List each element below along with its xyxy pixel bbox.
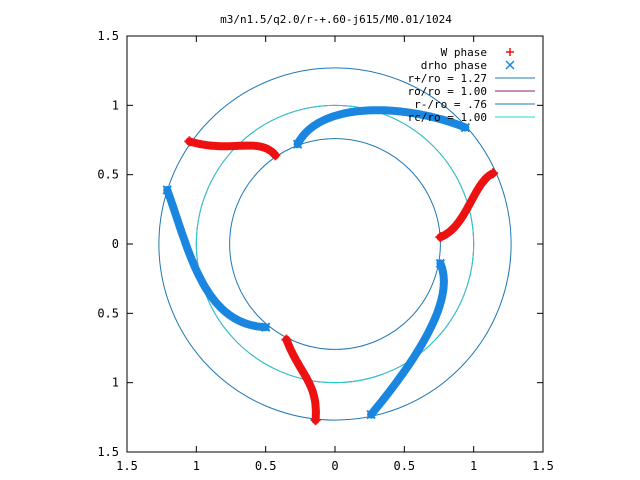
circle-3 — [195, 104, 475, 384]
series-curve — [367, 259, 448, 419]
x-tick-label: 0.5 — [255, 459, 277, 473]
series-layer — [162, 106, 499, 426]
legend-marker — [505, 60, 515, 70]
data-point — [435, 258, 446, 269]
data-point — [366, 409, 376, 420]
legend-label: r+/ro = 1.27 — [408, 72, 487, 85]
series-drho-phase — [162, 106, 471, 420]
legend-label: drho phase — [421, 59, 487, 72]
y-tick-label: 0 — [112, 237, 119, 251]
y-tick-label: 0.5 — [97, 306, 119, 320]
data-point — [488, 168, 499, 179]
data-point — [460, 122, 471, 133]
data-point — [310, 415, 321, 426]
data-point — [292, 139, 303, 149]
x-tick-label: 0.5 — [393, 459, 415, 473]
data-point — [270, 150, 281, 161]
data-point — [184, 136, 195, 147]
ticks-layer: 1.5 1 0.5 0 0.5 1 1.51.510.500.511.5 — [97, 29, 554, 473]
data-point — [281, 334, 292, 345]
legend-marker — [506, 48, 514, 56]
x-tick-label: 1 — [470, 459, 477, 473]
series-curve — [436, 169, 498, 242]
series-curve — [293, 106, 470, 149]
y-tick-label: 1.5 — [97, 445, 119, 459]
circle-2 — [229, 138, 441, 350]
series-curve — [185, 137, 280, 160]
legend-label: ro/ro = 1.00 — [408, 85, 487, 98]
legend-label: r-/ro = .76 — [414, 98, 487, 111]
x-tick-label: 1.5 — [532, 459, 554, 473]
series-w-phase — [184, 136, 499, 426]
circle-0 — [158, 67, 512, 421]
series-curve — [163, 185, 270, 332]
circles-layer — [158, 67, 512, 421]
x-tick-label: 1 — [193, 459, 200, 473]
y-tick-label: 1 — [112, 376, 119, 390]
legend-label: rc/ro = 1.00 — [408, 111, 487, 124]
x-tick-label: 1.5 — [116, 459, 138, 473]
y-tick-label: 1.5 — [97, 29, 119, 43]
data-point — [260, 322, 271, 332]
y-tick-label: 1 — [112, 98, 119, 112]
chart-title: m3/n1.5/q2.0/r-+.60-j615/M0.01/1024 — [220, 13, 452, 26]
legend-label: W phase — [441, 46, 487, 59]
x-tick-label: 0 — [331, 459, 338, 473]
data-point — [162, 185, 172, 195]
data-point — [435, 232, 446, 243]
y-tick-label: 0.5 — [97, 168, 119, 182]
series-curve — [282, 335, 320, 425]
